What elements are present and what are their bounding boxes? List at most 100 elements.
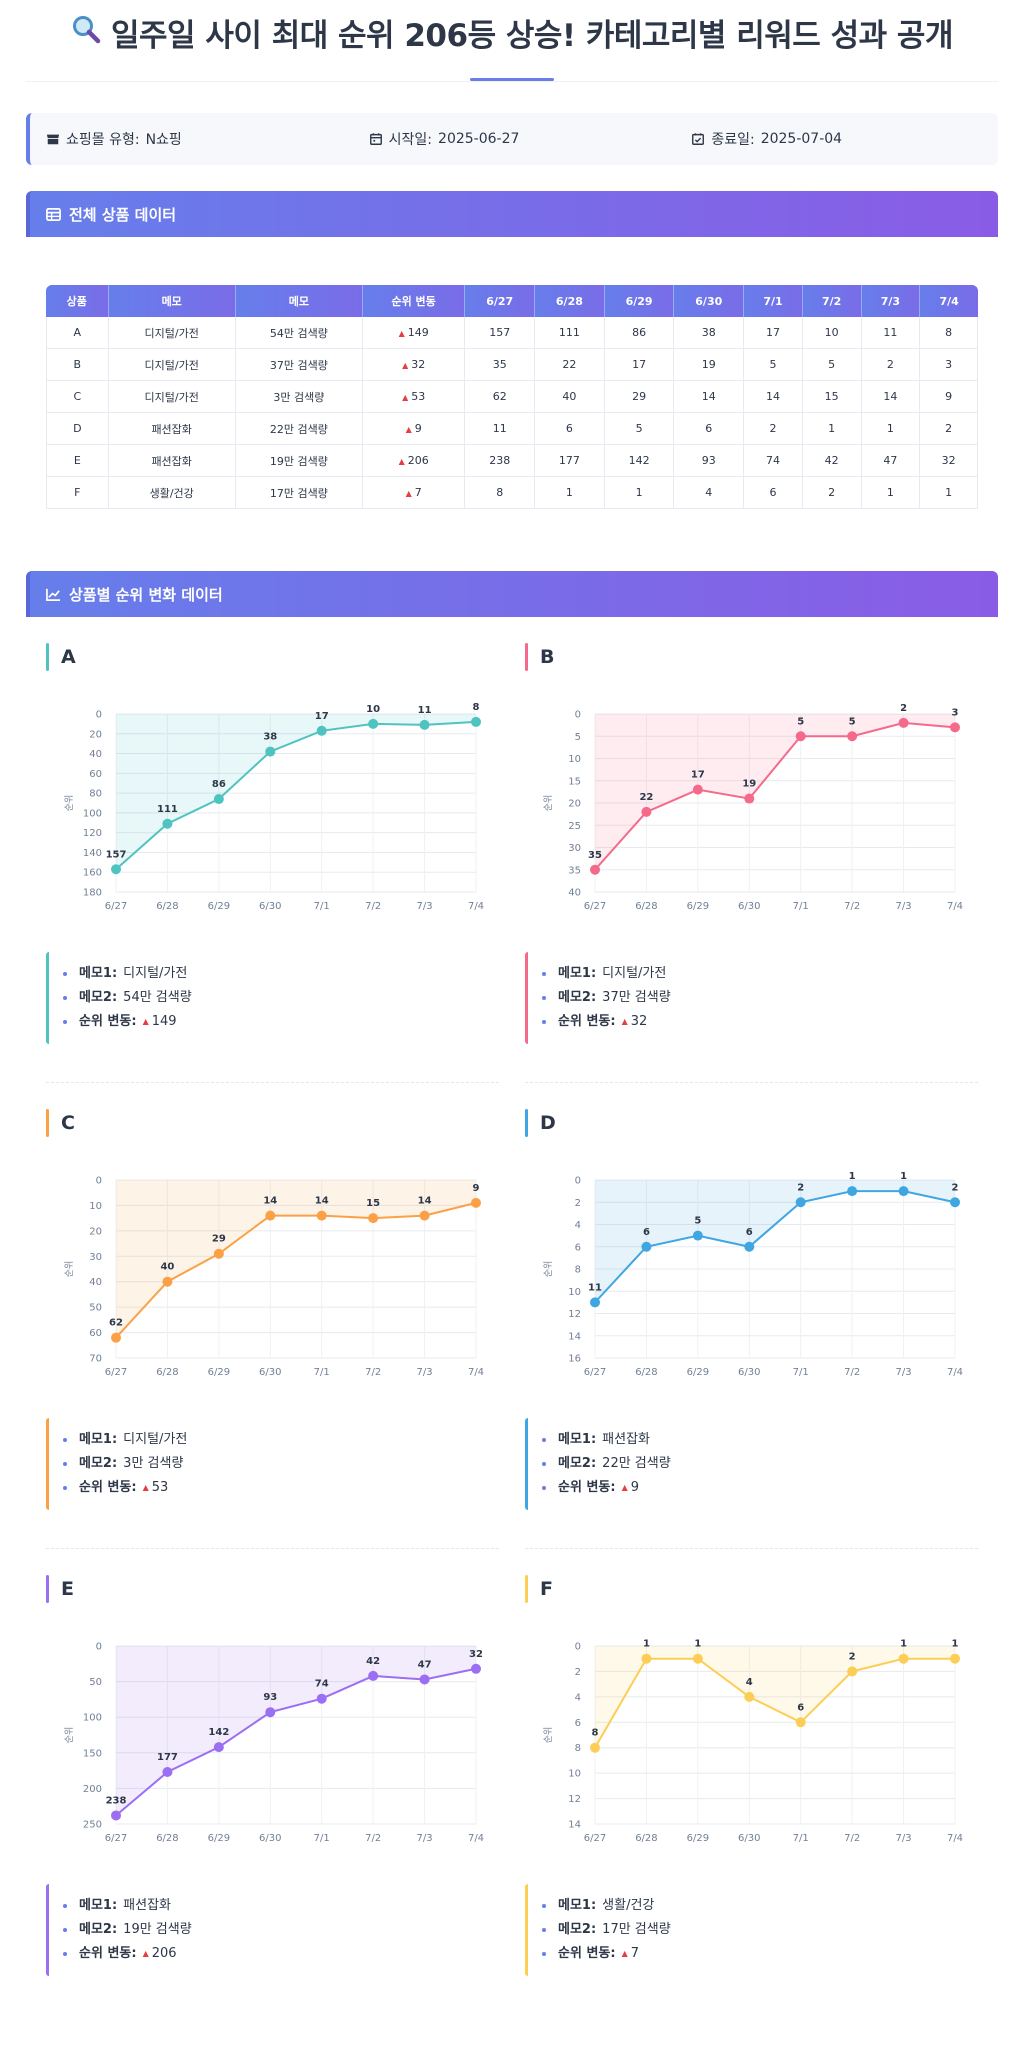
data-point [692, 784, 703, 795]
memo-item: 순위 변동: ▲ 149 [63, 1010, 499, 1034]
table-cell: 6 [744, 477, 803, 509]
data-label: 4 [746, 1677, 753, 1688]
bullet-icon [63, 972, 67, 976]
table-cell: 1 [861, 413, 921, 445]
x-tick-label: 6/30 [259, 901, 281, 912]
y-tick-label: 25 [568, 821, 581, 832]
rank-up-icon: ▲ [142, 1017, 149, 1026]
x-tick-label: 6/29 [208, 1367, 230, 1378]
table-cell: C [46, 381, 109, 413]
y-tick-label: 10 [568, 754, 581, 765]
memo-list: 메모1: 디지털/가전 메모2: 54만 검색량 순위 변동: ▲ 149 [46, 952, 499, 1044]
x-tick-label: 7/1 [314, 1367, 330, 1378]
memo-label: 메모1: [558, 1432, 597, 1447]
memo-value: 생활/건강 [602, 1898, 655, 1913]
accent-bar [46, 643, 49, 671]
data-label: 74 [315, 1679, 329, 1690]
page-title: 일주일 사이 최대 순위 206등 상승! 카테고리별 리워드 성과 공개 [111, 17, 953, 54]
y-tick-label: 120 [83, 828, 102, 839]
bullet-icon [542, 1928, 546, 1932]
y-tick-label: 14 [568, 1331, 581, 1342]
x-tick-label: 7/2 [365, 901, 381, 912]
table-section-title: 전체 상품 데이터 [69, 205, 177, 224]
rank-line-chart: 0 10 20 30 40 50 60 706/27 6/28 6/29 6/30 7/1 7/2 7/3… [64, 1176, 484, 1379]
table-row: B 디지털/가전 37만 검색량 ▲ 32 35 22 17 19 5 5 2 3 [46, 349, 978, 381]
bullet-icon [63, 1486, 67, 1490]
y-tick-label: 2 [575, 1198, 581, 1209]
x-tick-label: 7/1 [793, 901, 809, 912]
memo-value: 53 [151, 1480, 169, 1495]
end-date-label: 종료일: [711, 132, 755, 148]
data-label: 5 [797, 716, 804, 727]
y-tick-label: 20 [89, 729, 102, 740]
table-cell: 5 [744, 349, 803, 381]
y-tick-label: 2 [575, 1667, 581, 1678]
chart-card: C 0 10 20 30 40 50 60 70 6/27 6/28 6/29 6/30 7/1 7/2 7/… [46, 1083, 499, 1549]
data-point [744, 1691, 755, 1702]
data-label: 42 [366, 1656, 380, 1667]
memo-item: 메모1: 패션잡화 [63, 1894, 499, 1918]
memo-value: 37만 검색량 [602, 990, 671, 1005]
x-tick-label: 6/29 [687, 901, 709, 912]
memo-value: 7 [630, 1946, 640, 1961]
data-point [641, 1241, 652, 1252]
y-tick-label: 160 [83, 868, 102, 879]
y-axis-label: 순위 [543, 1727, 554, 1744]
memo-list: 메모1: 디지털/가전 메모2: 37만 검색량 순위 변동: ▲ 32 [525, 952, 978, 1044]
data-label: 1 [952, 1639, 959, 1650]
table-cell: ▲ 9 [362, 413, 466, 445]
x-tick-label: 7/1 [793, 1833, 809, 1844]
data-point [744, 793, 755, 804]
x-tick-label: 7/2 [365, 1367, 381, 1378]
data-point [795, 1197, 806, 1208]
memo-value: 19만 검색량 [123, 1922, 192, 1937]
x-tick-label: 7/3 [417, 1367, 433, 1378]
chart-card-header: F [525, 1574, 978, 1604]
area-fill [595, 1646, 955, 1748]
x-tick-label: 7/4 [468, 1367, 484, 1378]
memo-item: 순위 변동: ▲ 7 [542, 1942, 978, 1966]
memo-label: 메모2: [79, 1456, 118, 1471]
data-label: 1 [694, 1639, 701, 1650]
table-cell: 142 [604, 445, 675, 477]
info-bar: 쇼핑몰 유형: N쇼핑 시작일: 2025-06-27 종료일: 2025-07… [26, 113, 998, 165]
data-label: 11 [588, 1282, 602, 1293]
y-tick-label: 150 [83, 1748, 102, 1759]
y-tick-label: 30 [89, 1252, 102, 1263]
memo-value: 206 [151, 1946, 177, 1961]
y-tick-label: 140 [83, 848, 102, 859]
data-point [692, 1230, 703, 1241]
table-header-cell: 6/27 [465, 285, 536, 317]
series-line [594, 1657, 955, 1749]
chart-card: B 0 5 10 15 20 25 30 35 40 6/27 6/28 6/29 6/30 7/1 7/2 7… [525, 617, 978, 1083]
data-point [162, 818, 173, 829]
data-label: 10 [366, 704, 380, 715]
table-cell: 74 [744, 445, 803, 477]
start-date-value: 2025-06-27 [438, 131, 520, 147]
rank-change-value: 53 [411, 390, 426, 403]
y-tick-label: 16 [568, 1354, 581, 1365]
memo-list: 메모1: 디지털/가전 메모2: 3만 검색량 순위 변동: ▲ 53 [46, 1418, 499, 1510]
y-tick-label: 0 [96, 1642, 102, 1653]
y-tick-label: 60 [89, 1328, 102, 1339]
y-tick-label: 15 [568, 776, 581, 787]
table-cell: ▲ 7 [362, 477, 466, 509]
data-point [265, 1210, 276, 1221]
bullet-icon [63, 1904, 67, 1908]
table-header-cell: 메모 [235, 285, 363, 317]
rank-up-icon: ▲ [405, 489, 412, 498]
chart-title: A [61, 646, 76, 668]
data-point [213, 1248, 224, 1259]
chart-card-header: E [46, 1574, 499, 1604]
memo-item: 메모2: 19만 검색량 [63, 1918, 499, 1942]
data-label: 2 [900, 703, 907, 714]
memo-value: 32 [630, 1014, 648, 1029]
table-cell: 8 [465, 477, 536, 509]
table-row: D 패션잡화 22만 검색량 ▲ 9 11 6 5 6 2 1 1 2 [46, 413, 978, 445]
data-point [847, 731, 858, 742]
card-divider [525, 1548, 978, 1549]
x-tick-label: 6/30 [259, 1833, 281, 1844]
table-body: A 디지털/가전 54만 검색량 ▲ 149 157 111 86 38 17 10 11 8 B 디지털/… [46, 317, 978, 509]
data-label: 9 [473, 1183, 480, 1194]
data-point [641, 806, 652, 817]
